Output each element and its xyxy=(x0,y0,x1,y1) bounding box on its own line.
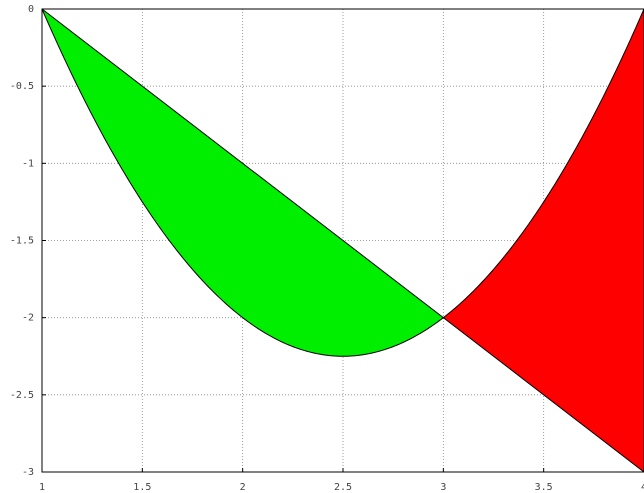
series-curve-line xyxy=(41,8,644,357)
plot-frame xyxy=(41,8,644,473)
y-tick-label-5: -2.5 xyxy=(10,390,34,401)
green-fill-region-0 xyxy=(42,9,444,357)
x-tick-label-6: 4 xyxy=(641,482,644,493)
x-tick-label-5: 3.5 xyxy=(535,482,553,493)
y-tick-label-3: -1.5 xyxy=(10,236,34,247)
x-tick-label-0: 1 xyxy=(39,482,45,493)
x-tick-label-1: 1.5 xyxy=(133,482,151,493)
x-tick-label-3: 2.5 xyxy=(334,482,352,493)
y-tick-label-0: 0 xyxy=(28,4,34,15)
series-straight-line xyxy=(41,8,644,473)
series-lines xyxy=(41,8,644,473)
y-tick-label-1: -0.5 xyxy=(10,81,34,92)
tick-labels: 1 1.5 2 2.5 3 3.5 4 0 -0.5 -1 -1.5 -2 -2.5 -3 xyxy=(10,4,644,493)
y-tick-label-4: -2 xyxy=(22,313,34,324)
x-tick-label-4: 3 xyxy=(440,482,446,493)
y-tick-label-2: -1 xyxy=(22,158,34,169)
y-tick-label-6: -3 xyxy=(22,467,34,478)
x-tick-label-2: 2 xyxy=(240,482,246,493)
